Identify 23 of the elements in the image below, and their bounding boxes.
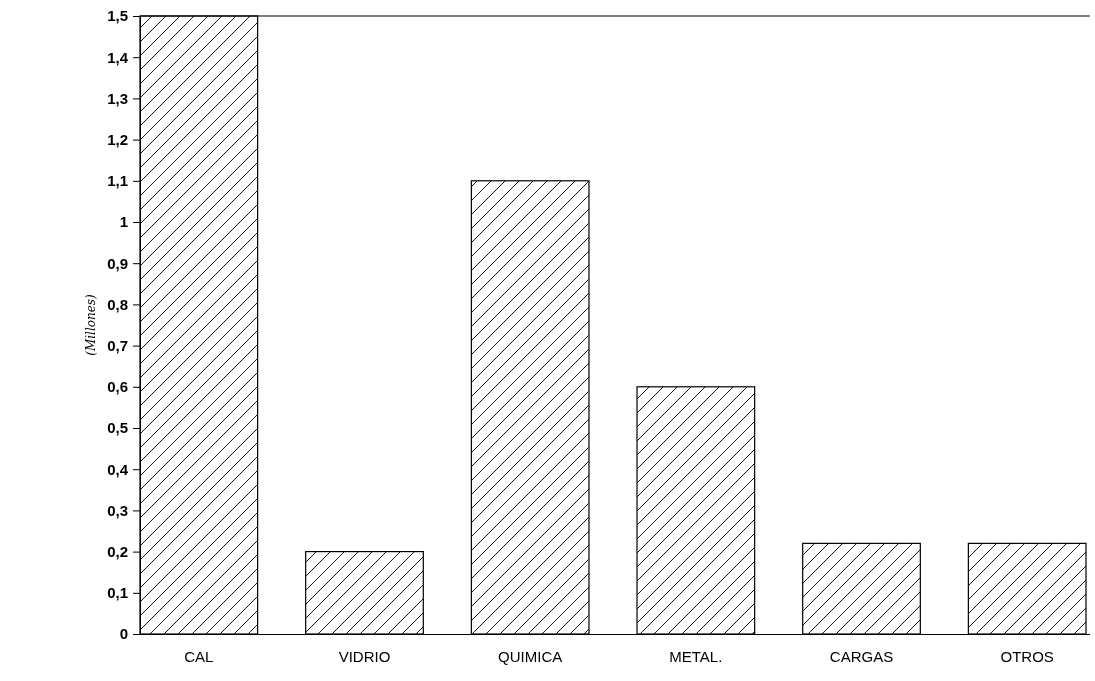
y-tick-label: 1,3 (107, 89, 128, 107)
x-tick-label: OTROS (1000, 647, 1054, 665)
x-tick-label: CARGAS (829, 647, 894, 665)
y-tick-label: 1,1 (107, 172, 128, 190)
y-tick-label: 0,3 (107, 501, 128, 519)
y-tick-label: 0,9 (107, 254, 128, 272)
y-tick-label: 0,4 (107, 460, 129, 478)
y-tick-label: 1 (119, 213, 128, 231)
y-tick-label: 0,2 (107, 542, 128, 560)
y-tick-label: 0,5 (107, 419, 128, 437)
y-tick-label: 0,8 (107, 295, 128, 313)
y-tick-label: 1,2 (107, 130, 128, 148)
y-axis-title: (Millones) (84, 294, 98, 356)
x-tick-label: METAL. (669, 647, 723, 665)
x-tick-label: QUIMICA (498, 647, 563, 665)
y-tick-label: 0 (119, 625, 128, 643)
x-tick-label: VIDRIO (338, 647, 391, 665)
y-tick-label: 0,1 (107, 584, 128, 602)
y-tick-label: 0,7 (107, 336, 128, 354)
y-tick-label: 1,4 (107, 48, 129, 66)
x-tick-label: CAL (184, 647, 214, 665)
y-tick-label: 0,6 (107, 378, 128, 396)
y-tick-label: 1,5 (107, 7, 128, 25)
